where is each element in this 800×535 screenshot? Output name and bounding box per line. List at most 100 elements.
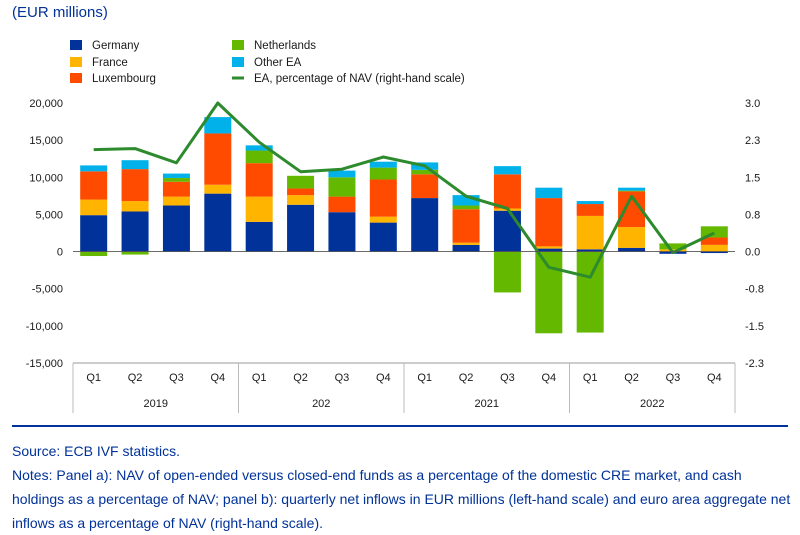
ea-nav-line <box>93 101 715 279</box>
bar-other-ea <box>369 161 397 168</box>
x-tick-label: Q3 <box>169 372 184 384</box>
bar-netherlands <box>411 169 439 175</box>
x-tick-label: Q2 <box>293 372 308 384</box>
bar-france <box>162 196 190 206</box>
legend-swatch-other-ea <box>232 57 244 67</box>
year-label: 2021 <box>475 398 499 410</box>
bar-netherlands <box>369 167 397 180</box>
bar-netherlands <box>535 251 563 334</box>
y-tick-label: 20,000 <box>29 98 63 110</box>
y-tick-label: 15,000 <box>29 135 63 147</box>
bar-germany <box>369 222 397 252</box>
notes-text: Notes: Panel a): NAV of open-ended versu… <box>12 467 791 531</box>
year-label: 2022 <box>640 398 664 410</box>
bar-luxembourg <box>535 198 563 247</box>
bar-germany <box>700 251 728 254</box>
year-label: 202 <box>312 398 330 410</box>
bar-other-ea <box>452 195 480 206</box>
bar-france <box>535 246 563 249</box>
bar-netherlands <box>700 226 728 238</box>
legend-swatch-luxembourg <box>70 73 82 83</box>
x-tick-label: Q4 <box>210 372 225 384</box>
bar-netherlands <box>618 190 646 192</box>
bar-luxembourg <box>411 174 439 199</box>
y-tick-label: 5,000 <box>35 209 63 221</box>
bar-luxembourg <box>493 174 521 209</box>
bar-luxembourg <box>700 237 728 245</box>
bar-netherlands <box>659 243 687 250</box>
legend-label: Luxembourg <box>92 73 156 85</box>
legend-label: Germany <box>92 40 140 52</box>
x-tick-label: Q2 <box>459 372 474 384</box>
bar-other-ea <box>328 170 356 178</box>
bar-france <box>80 199 108 216</box>
bar-luxembourg <box>80 171 108 200</box>
legend-swatch-netherlands <box>232 40 244 50</box>
bar-netherlands <box>328 177 356 197</box>
bar-germany <box>287 204 315 252</box>
bar-germany <box>204 193 232 252</box>
bar-germany <box>618 247 646 252</box>
x-tick-label: Q1 <box>86 372 101 384</box>
y-tick-label: -5,000 <box>32 284 63 296</box>
bar-france <box>204 184 232 194</box>
x-tick-label: Q4 <box>376 372 391 384</box>
y2-tick-label: 0.8 <box>745 209 760 221</box>
bar-luxembourg <box>369 179 397 217</box>
y2-tick-label: 3.0 <box>745 98 760 110</box>
bar-netherlands <box>245 150 273 164</box>
bar-france <box>245 196 273 222</box>
x-tick-label: Q1 <box>252 372 267 384</box>
x-tick-label: Q4 <box>707 372 722 384</box>
y2-tick-label: 0.0 <box>745 247 760 259</box>
y-tick-label: 10,000 <box>29 172 63 184</box>
y2-tick-label: 2.3 <box>745 135 760 147</box>
bar-series <box>80 117 728 334</box>
bar-netherlands <box>287 175 315 189</box>
x-tick-label: Q2 <box>128 372 143 384</box>
bar-other-ea <box>162 173 190 179</box>
bar-germany <box>162 205 190 252</box>
bar-germany <box>411 198 439 252</box>
bar-luxembourg <box>576 204 604 216</box>
legend-label: EA, percentage of NAV (right-hand scale) <box>254 73 465 85</box>
inflows-chart: 20,000 3.0 15,000 2.3 10,000 1.5 5,000 0.8 0 0.0 -… <box>26 40 764 413</box>
legend-swatch-france <box>70 57 82 67</box>
bar-other-ea <box>576 201 604 205</box>
bar-germany <box>493 210 521 252</box>
bar-luxembourg <box>162 181 190 197</box>
y2-tick-label: -2.3 <box>745 358 764 370</box>
bar-france <box>452 242 480 245</box>
line-series <box>93 101 715 279</box>
x-tick-label: Q3 <box>666 372 681 384</box>
bar-france <box>618 227 646 248</box>
bar-other-ea <box>535 187 563 199</box>
bar-france <box>576 215 604 250</box>
x-tick-label: Q4 <box>541 372 556 384</box>
x-tick-label: Q1 <box>583 372 598 384</box>
bar-luxembourg <box>287 188 315 196</box>
legend-label: France <box>92 57 128 69</box>
y-tick-label: -10,000 <box>26 321 63 333</box>
bar-other-ea <box>121 160 149 170</box>
legend-label: Other EA <box>254 57 302 69</box>
x-tick-label: Q1 <box>417 372 432 384</box>
year-label: 2019 <box>144 398 168 410</box>
bar-luxembourg <box>204 133 232 185</box>
bar-france <box>369 216 397 223</box>
bar-other-ea <box>245 145 273 151</box>
bar-germany <box>452 244 480 252</box>
bar-other-ea <box>204 117 232 134</box>
source-note: Source: ECB IVF statistics. <box>12 443 181 459</box>
x-tick-label: Q3 <box>500 372 515 384</box>
y-tick-label: -15,000 <box>26 358 63 370</box>
bar-other-ea <box>493 166 521 175</box>
divider <box>12 425 788 427</box>
bar-netherlands <box>493 251 521 293</box>
bar-germany <box>245 221 273 252</box>
y2-tick-label: -1.5 <box>745 321 764 333</box>
legend-swatch-germany <box>70 40 82 50</box>
bar-germany <box>80 215 108 252</box>
bar-netherlands <box>80 251 108 257</box>
bar-netherlands <box>576 251 604 333</box>
